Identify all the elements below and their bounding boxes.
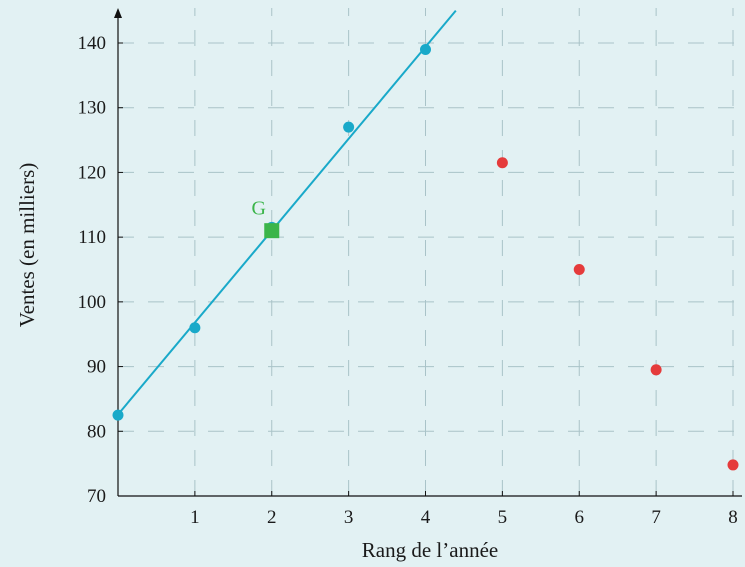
x-tick-label: 7 — [651, 507, 661, 528]
data-point-red — [496, 157, 508, 169]
data-point-red — [650, 364, 662, 376]
data-points — [112, 43, 739, 471]
y-tick-label: 120 — [78, 162, 107, 183]
regression-line-layer — [117, 10, 457, 416]
data-point-red — [573, 264, 585, 275]
axes — [114, 8, 742, 497]
data-point-blue — [189, 322, 201, 334]
y-tick-label: 110 — [78, 227, 106, 248]
data-point-red — [727, 459, 739, 471]
mean-point-layer: G — [252, 198, 280, 239]
x-tick-label: 3 — [344, 507, 354, 528]
data-point-blue — [420, 43, 431, 55]
x-tick-label: 4 — [421, 507, 431, 528]
x-tick-label: 8 — [728, 507, 738, 528]
y-tick-label: 80 — [87, 421, 106, 442]
y-axis-title: Ventes (en milliers) — [15, 163, 39, 327]
y-tick-label: 130 — [78, 98, 107, 119]
y-tick-label: 140 — [78, 33, 107, 54]
data-point-blue — [343, 121, 355, 133]
y-tick-label: 90 — [87, 357, 106, 378]
grid — [118, 8, 742, 496]
x-tick-label: 1 — [190, 507, 200, 528]
y-tick-label: 100 — [78, 292, 107, 313]
x-tick-labels: 1 2 3 4 5 6 7 8 — [190, 491, 738, 528]
y-tick-labels: 70 80 90 100 110 120 130 140 — [78, 33, 123, 507]
x-axis-title: Rang de l’année — [362, 538, 498, 562]
y-axis-arrow-icon — [114, 8, 122, 18]
mean-point-label: G — [252, 198, 266, 220]
x-tick-label: 5 — [498, 507, 508, 528]
x-tick-label: 2 — [267, 507, 277, 528]
x-tick-label: 6 — [575, 507, 585, 528]
mean-point-marker — [264, 223, 280, 239]
y-tick-label: 70 — [87, 486, 106, 507]
data-point-blue — [112, 409, 124, 421]
regression-line — [117, 10, 457, 416]
